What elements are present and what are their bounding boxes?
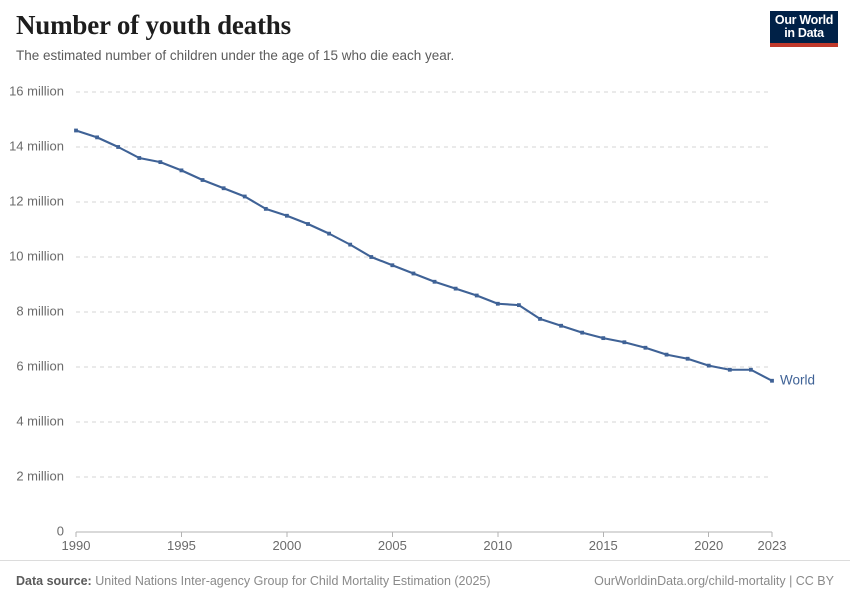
data-point-marker[interactable] bbox=[453, 286, 458, 291]
x-axis-tick-label: 2005 bbox=[378, 538, 407, 553]
data-point-marker[interactable] bbox=[306, 222, 310, 226]
data-point-marker[interactable] bbox=[263, 206, 268, 211]
data-point-marker[interactable] bbox=[411, 271, 416, 276]
data-point-marker[interactable] bbox=[622, 340, 627, 345]
attribution-link[interactable]: OurWorldinData.org/child-mortality | CC … bbox=[594, 574, 834, 588]
data-point-marker[interactable] bbox=[74, 128, 78, 133]
data-point-marker[interactable] bbox=[242, 194, 247, 199]
x-axis-tick-labels: 1990 1995 2000 2005 2010 2015 2020 2023 bbox=[62, 538, 787, 553]
data-point-marker[interactable] bbox=[432, 279, 437, 284]
y-axis-tick-label: 16 million bbox=[9, 83, 64, 98]
x-axis-tick-label: 2010 bbox=[483, 538, 512, 553]
y-axis-tick-label: 6 million bbox=[16, 358, 64, 373]
data-series-group bbox=[74, 128, 774, 383]
data-source-label: Data source: bbox=[16, 574, 92, 588]
data-point-marker[interactable] bbox=[643, 345, 648, 350]
y-axis-tick-label: 12 million bbox=[9, 193, 64, 208]
x-axis-tick-label: 2000 bbox=[272, 538, 301, 553]
data-point-marker[interactable] bbox=[179, 168, 184, 173]
data-point-marker[interactable] bbox=[538, 316, 542, 321]
data-point-marker[interactable] bbox=[517, 303, 521, 308]
logo-line-1: Our World bbox=[774, 13, 834, 27]
page-title: Number of youth deaths bbox=[16, 10, 291, 40]
data-point-marker[interactable] bbox=[727, 367, 732, 372]
data-point-marker[interactable] bbox=[369, 255, 374, 259]
y-axis-tick-label: 2 million bbox=[16, 468, 64, 483]
data-point-marker[interactable] bbox=[116, 145, 121, 149]
y-axis-tick-label: 10 million bbox=[9, 248, 64, 263]
data-point-marker[interactable] bbox=[474, 293, 479, 298]
data-point-marker[interactable] bbox=[327, 231, 331, 236]
series-label-world[interactable]: World bbox=[780, 372, 815, 387]
data-point-marker[interactable] bbox=[559, 323, 563, 328]
our-world-in-data-logo[interactable]: Our World in Data bbox=[770, 11, 838, 47]
data-point-marker[interactable] bbox=[685, 356, 690, 361]
data-source-note: Data source: United Nations Inter-agency… bbox=[16, 574, 491, 588]
x-axis-tick-label: 2023 bbox=[758, 538, 787, 553]
data-source-text: United Nations Inter-agency Group for Ch… bbox=[95, 574, 491, 588]
series-line-world[interactable] bbox=[74, 129, 774, 382]
y-axis-tick-label: 14 million bbox=[9, 138, 64, 153]
chart-footer: Data source: United Nations Inter-agency… bbox=[0, 560, 850, 600]
x-axis-tick-label: 1995 bbox=[167, 538, 196, 553]
data-point-marker[interactable] bbox=[664, 352, 669, 357]
data-point-marker[interactable] bbox=[706, 363, 711, 368]
series-labels: World bbox=[780, 372, 815, 387]
data-point-marker[interactable] bbox=[137, 156, 142, 160]
data-point-marker[interactable] bbox=[495, 301, 500, 306]
x-axis-tick-label: 1990 bbox=[62, 538, 91, 553]
data-point-marker[interactable] bbox=[221, 186, 226, 191]
logo-line-2: in Data bbox=[784, 26, 824, 40]
chart-header: Number of youth deaths The estimated num… bbox=[16, 10, 746, 65]
chart-subtitle: The estimated number of children under t… bbox=[16, 48, 455, 64]
gridlines bbox=[76, 91, 772, 478]
data-point-marker[interactable] bbox=[285, 213, 289, 218]
data-point-marker[interactable] bbox=[749, 367, 753, 372]
x-axis bbox=[75, 531, 773, 537]
y-axis-tick-label: 4 million bbox=[16, 413, 64, 428]
data-point-marker[interactable] bbox=[348, 242, 353, 247]
data-point-marker[interactable] bbox=[770, 378, 774, 383]
data-point-marker[interactable] bbox=[158, 160, 163, 165]
y-axis-tick-label: 8 million bbox=[16, 303, 64, 318]
x-axis-tick-label: 2015 bbox=[589, 538, 618, 553]
data-point-marker[interactable] bbox=[200, 178, 205, 182]
data-point-marker[interactable] bbox=[95, 135, 99, 140]
data-point-marker[interactable] bbox=[601, 336, 606, 341]
y-axis-tick-label: 0 bbox=[57, 523, 64, 538]
data-point-marker[interactable] bbox=[580, 330, 585, 335]
x-axis-tick-label: 2020 bbox=[694, 538, 723, 553]
y-axis-tick-labels: 0 2 million 4 million 6 million 8 million 10 … bbox=[9, 83, 64, 538]
data-point-marker[interactable] bbox=[390, 263, 395, 268]
